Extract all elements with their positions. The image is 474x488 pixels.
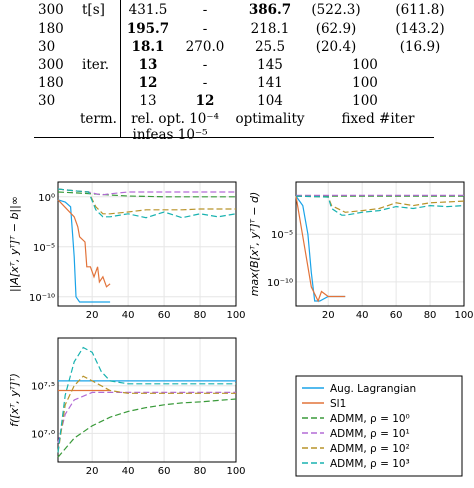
y-tick-label: 10⁻¹⁰ bbox=[29, 293, 55, 304]
table-cell-n: 300 bbox=[38, 57, 64, 73]
table-cell: (20.4) bbox=[315, 39, 357, 55]
x-tick-label: 20 bbox=[86, 466, 99, 477]
series-line-a1000 bbox=[57, 346, 236, 453]
table-cell-n: 180 bbox=[38, 75, 64, 91]
x-tick-label: 100 bbox=[454, 310, 473, 321]
plot-border bbox=[295, 181, 465, 307]
x-tick-label: 40 bbox=[122, 310, 135, 321]
table-cell: 145 bbox=[257, 57, 283, 73]
legend-label: Sl1 bbox=[330, 398, 346, 410]
table-cell: - bbox=[202, 21, 208, 37]
plot-frame bbox=[57, 337, 237, 463]
x-tick-label: 40 bbox=[122, 466, 135, 477]
y-axis-label: ||A[xᵀ, yᵀ]ᵀ − b||∞ bbox=[8, 196, 21, 292]
table-cell: 12 bbox=[138, 75, 158, 91]
series-line-a1000 bbox=[57, 188, 237, 219]
x-tick-label: 20 bbox=[322, 310, 335, 321]
table-term-col3: optimality bbox=[235, 111, 305, 127]
series-line-a1 bbox=[57, 191, 236, 198]
table-cell: 12 bbox=[195, 93, 215, 109]
table-vertical-rule bbox=[120, 0, 121, 137]
x-tick-label: 60 bbox=[158, 466, 171, 477]
legend-label: ADMM, ρ = 10⁰ bbox=[330, 413, 410, 425]
legend-label: Aug. Lagrangian bbox=[330, 383, 416, 395]
plot-border bbox=[57, 181, 237, 307]
y-axis-label: f([xᵀ, yᵀ]ᵀ) bbox=[8, 373, 21, 427]
table-term-col45: fixed #iter bbox=[341, 111, 415, 127]
table-cell: (143.2) bbox=[395, 21, 445, 37]
series-line-a1000 bbox=[295, 195, 465, 216]
table-cell-span: 100 bbox=[352, 93, 378, 109]
table-cell: (611.8) bbox=[395, 2, 445, 18]
y-tick-label: 10⁻⁵ bbox=[33, 243, 55, 254]
table-cell: 195.7 bbox=[126, 21, 170, 37]
legend-label: ADMM, ρ = 10³ bbox=[330, 458, 410, 470]
table-cell-n: 30 bbox=[38, 93, 56, 109]
series-line-aug bbox=[295, 195, 346, 302]
y-tick-label: 10⁰ bbox=[38, 193, 55, 204]
x-tick-label: 40 bbox=[356, 310, 369, 321]
y-axis-label: max(B[xᵀ, yᵀ]ᵀ − d) bbox=[248, 192, 261, 297]
table-cell: - bbox=[202, 75, 208, 91]
table-cell-n: 30 bbox=[38, 39, 56, 55]
table-cell: 13 bbox=[139, 93, 157, 109]
y-tick-label: 10⁷·⁰ bbox=[31, 429, 55, 440]
x-tick-label: 100 bbox=[226, 310, 245, 321]
x-tick-label: 100 bbox=[226, 466, 245, 477]
series-line-a10 bbox=[57, 391, 236, 444]
table-term-col1-line2: infeas 10⁻⁵ bbox=[132, 127, 208, 143]
table-cell: 386.7 bbox=[248, 2, 292, 18]
table-cell-metric: iter. bbox=[82, 57, 109, 73]
table-term-col1: rel. opt. 10⁻⁴ bbox=[131, 111, 219, 127]
x-tick-label: 60 bbox=[390, 310, 403, 321]
table-cell-span: 100 bbox=[352, 75, 378, 91]
results-table: 300 t[s] 431.5 - 386.7 (522.3) (611.8) 180 195.7… bbox=[0, 0, 474, 143]
series-line-a100 bbox=[57, 375, 236, 453]
table-cell: 270.0 bbox=[185, 39, 225, 55]
legend-label: ADMM, ρ = 10² bbox=[330, 443, 410, 455]
table-cell: - bbox=[202, 57, 208, 73]
table-cell: - bbox=[202, 2, 208, 18]
series-line-sl1 bbox=[57, 199, 111, 288]
table-cell-n: 180 bbox=[38, 21, 64, 37]
table-cell-metric: t[s] bbox=[82, 2, 105, 18]
table-cell: 218.1 bbox=[250, 21, 290, 37]
table-cell: (522.3) bbox=[311, 2, 361, 18]
x-tick-label: 80 bbox=[194, 466, 207, 477]
series-line-sl1 bbox=[295, 196, 346, 303]
chart-panel-2: 20 40 60 80 100 10⁻⁵ 10⁻¹⁰ max(B[xᵀ, yᵀ]ᵀ − d) bbox=[248, 181, 474, 321]
x-tick-label: 20 bbox=[86, 310, 99, 321]
table-cell-span: 100 bbox=[352, 57, 378, 73]
table-term-label: term. bbox=[80, 111, 117, 127]
table-cell: 18.1 bbox=[131, 39, 165, 55]
legend: Aug. Lagrangian Sl1 ADMM, ρ = 10⁰ ADMM, ρ =… bbox=[295, 375, 463, 477]
series-line-aug bbox=[57, 199, 111, 303]
plot-frame bbox=[295, 181, 465, 307]
table-cell: 25.5 bbox=[254, 39, 286, 55]
chart-panel-3: 20 40 60 80 100 10⁷·⁵ 10⁷·⁰ f([xᵀ, yᵀ]ᵀ) bbox=[8, 337, 246, 477]
table-cell: 431.5 bbox=[128, 2, 168, 18]
table-bottom-rule bbox=[34, 137, 434, 138]
y-tick-label: 10⁷·⁵ bbox=[31, 382, 55, 393]
table-cell-n: 300 bbox=[38, 2, 64, 18]
y-tick-label: 10⁻¹⁰ bbox=[267, 278, 293, 289]
table-cell: 141 bbox=[257, 75, 283, 91]
legend-box bbox=[295, 375, 463, 477]
legend-label: ADMM, ρ = 10¹ bbox=[330, 428, 410, 440]
plot-border bbox=[57, 337, 237, 463]
x-tick-label: 80 bbox=[424, 310, 437, 321]
table-cell: 104 bbox=[257, 93, 283, 109]
y-tick-label: 10⁻⁵ bbox=[271, 230, 293, 241]
table-cell: 13 bbox=[138, 57, 158, 73]
table-cell: (62.9) bbox=[315, 21, 357, 37]
x-tick-label: 80 bbox=[194, 310, 207, 321]
x-tick-label: 60 bbox=[158, 310, 171, 321]
chart-panel-1: 20 40 60 80 100 10⁰ 10⁻⁵ 10⁻¹⁰ ||A[xᵀ, yᵀ]ᵀ − b|… bbox=[8, 181, 246, 321]
table-cell: (16.9) bbox=[399, 39, 441, 55]
series-line-a1 bbox=[57, 398, 237, 458]
convergence-figures: 20 40 60 80 100 10⁰ 10⁻⁵ 10⁻¹⁰ ||A[xᵀ, yᵀ]ᵀ − b|… bbox=[8, 181, 474, 477]
